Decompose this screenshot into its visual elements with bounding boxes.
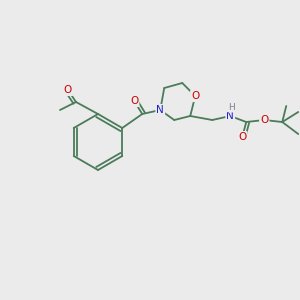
Text: N: N [226,111,234,121]
Text: O: O [238,132,246,142]
Text: O: O [260,115,269,125]
Text: O: O [130,96,138,106]
Text: N: N [156,105,164,115]
Text: H: H [228,103,235,112]
Text: O: O [64,85,72,95]
Text: O: O [191,91,200,101]
